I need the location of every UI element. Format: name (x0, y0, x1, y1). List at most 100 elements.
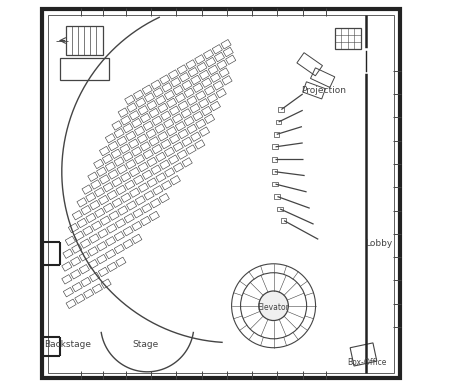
Bar (86, 193, 96, 202)
Bar (137, 134, 148, 144)
Bar (107, 190, 117, 200)
Text: Stage: Stage (132, 340, 158, 349)
Bar (196, 119, 206, 129)
Bar (151, 165, 161, 174)
Bar (147, 157, 157, 167)
Bar (159, 193, 169, 203)
Bar (160, 160, 170, 169)
Bar (121, 116, 131, 125)
Bar (71, 257, 81, 266)
Bar (92, 284, 103, 293)
Bar (62, 262, 72, 271)
Bar (193, 83, 203, 92)
Bar (172, 114, 183, 123)
Bar (161, 139, 171, 149)
Bar (123, 227, 133, 236)
Bar (104, 203, 113, 213)
Bar (86, 213, 96, 223)
Bar (115, 219, 126, 228)
Bar (272, 169, 277, 174)
Bar (152, 116, 162, 126)
Bar (68, 223, 79, 233)
Bar (114, 128, 124, 138)
Bar (274, 194, 280, 199)
Bar (176, 121, 185, 131)
Bar (146, 129, 156, 138)
Bar (198, 99, 209, 108)
Bar (147, 178, 158, 187)
Bar (127, 103, 137, 112)
Bar (187, 124, 197, 134)
Bar (101, 279, 111, 288)
Bar (130, 188, 140, 197)
Bar (197, 62, 207, 72)
Bar (98, 267, 108, 277)
Bar (135, 196, 145, 205)
Bar (89, 234, 99, 243)
Bar (72, 244, 82, 254)
Bar (153, 88, 163, 97)
Bar (303, 82, 325, 99)
Bar (142, 204, 152, 213)
Bar (99, 195, 108, 205)
Bar (105, 162, 116, 171)
Bar (88, 246, 98, 256)
Bar (210, 73, 220, 82)
Bar (135, 98, 146, 107)
Bar (225, 55, 236, 64)
Bar (195, 140, 205, 149)
Bar (72, 211, 82, 220)
Bar (130, 111, 140, 120)
Bar (142, 85, 153, 94)
Bar (164, 147, 175, 157)
Bar (88, 172, 98, 181)
Bar (90, 200, 100, 210)
Bar (102, 154, 112, 163)
Bar (98, 229, 108, 238)
Bar (77, 198, 87, 207)
Bar (105, 133, 116, 143)
Bar (143, 149, 153, 159)
Bar (123, 152, 133, 161)
Bar (213, 81, 223, 90)
Bar (121, 193, 131, 202)
Bar (140, 142, 150, 151)
Bar (77, 218, 87, 228)
Bar (162, 181, 171, 190)
Bar (166, 98, 177, 108)
Bar (190, 104, 200, 113)
Bar (81, 206, 91, 215)
Bar (199, 70, 210, 80)
Text: Elevator: Elevator (258, 303, 289, 312)
Bar (107, 224, 117, 233)
Bar (186, 60, 196, 69)
Bar (123, 239, 133, 249)
Bar (181, 109, 191, 118)
Bar (83, 226, 93, 236)
Bar (142, 170, 153, 179)
Bar (94, 208, 105, 218)
Bar (206, 57, 216, 67)
Bar (151, 80, 161, 89)
Bar (133, 209, 143, 218)
Bar (171, 78, 181, 87)
Bar (125, 95, 135, 105)
Bar (166, 126, 177, 136)
Bar (72, 282, 82, 292)
Bar (156, 173, 166, 182)
Bar (81, 277, 91, 287)
Bar (158, 103, 168, 113)
Bar (123, 123, 133, 133)
Bar (175, 93, 185, 103)
Bar (112, 177, 122, 187)
Bar (199, 127, 210, 136)
Bar (94, 159, 104, 168)
Bar (107, 262, 117, 271)
Bar (90, 272, 100, 282)
Bar (114, 231, 124, 241)
Bar (135, 126, 144, 136)
Text: Lobby: Lobby (365, 239, 392, 248)
Bar (138, 106, 148, 115)
Bar (88, 259, 98, 269)
Bar (84, 289, 94, 298)
